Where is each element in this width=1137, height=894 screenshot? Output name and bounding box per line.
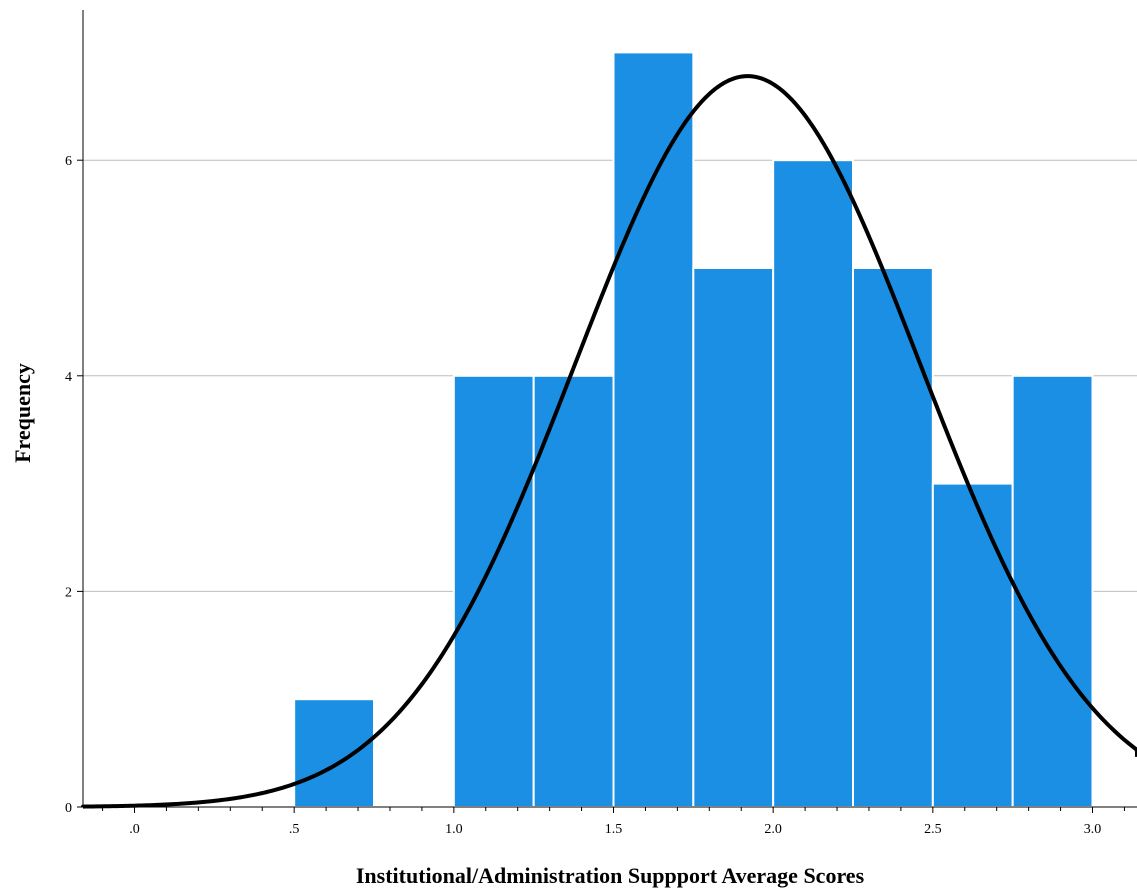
histogram-bar <box>293 698 375 809</box>
x-tick-label: 2.5 <box>924 822 942 837</box>
y-tick-label: 2 <box>65 585 72 600</box>
x-tick-label: .0 <box>129 822 140 837</box>
histogram-bar <box>772 159 855 808</box>
y-axis-title: Frequency <box>10 363 35 463</box>
y-tick-label: 0 <box>65 801 72 816</box>
histogram-bar <box>1011 374 1094 808</box>
x-tick-label: 3.0 <box>1084 822 1102 837</box>
x-tick-label: .5 <box>289 822 300 837</box>
y-tick-label: 6 <box>65 154 72 169</box>
histogram-bar <box>612 51 695 808</box>
x-tick-label: 1.0 <box>445 822 463 837</box>
axes <box>77 10 1137 813</box>
x-tick-label: 2.0 <box>764 822 782 837</box>
histogram-bar <box>452 374 535 808</box>
x-tick-label: 1.5 <box>605 822 623 837</box>
histogram-bar <box>532 374 615 808</box>
histogram-bar <box>852 267 934 808</box>
histogram-bar <box>692 267 775 808</box>
histogram-bars <box>293 51 1094 809</box>
y-tick-label: 4 <box>65 370 72 385</box>
tick-labels: .0 .5 1.0 1.5 2.0 2.5 3.0 0 2 4 6 <box>65 154 1101 837</box>
normal-curve <box>81 74 1137 809</box>
normal-curve-layer <box>81 74 1137 809</box>
x-axis-title: Institutional/Administration Suppport Av… <box>356 863 865 888</box>
histogram-bar <box>931 482 1014 808</box>
